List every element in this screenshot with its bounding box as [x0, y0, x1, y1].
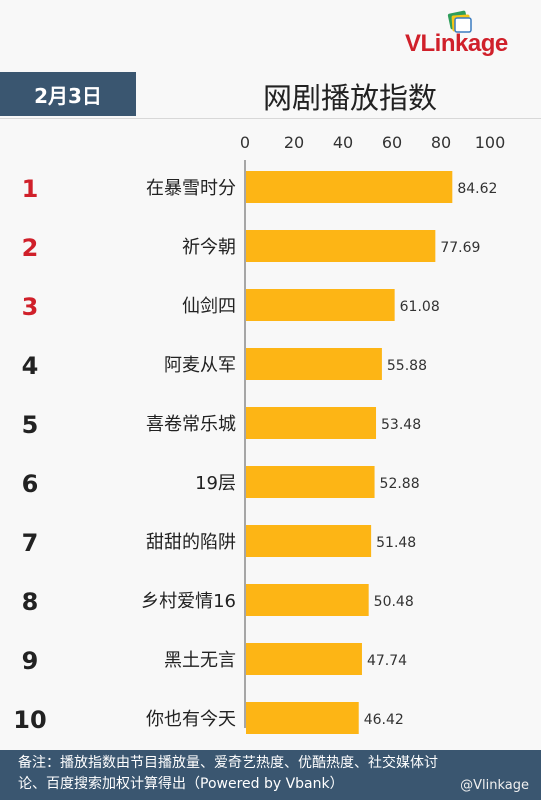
- bar: [246, 466, 375, 498]
- category-label: 19层: [195, 473, 236, 494]
- category-label: 仙剑四: [182, 296, 236, 317]
- value-label: 46.42: [364, 712, 404, 728]
- brand-logo: VLinkage: [403, 10, 533, 62]
- value-label: 52.88: [380, 476, 420, 492]
- bar: [246, 584, 369, 616]
- brand-name: VLinkage: [405, 30, 508, 57]
- bar: [246, 643, 362, 675]
- category-label: 阿麦从军: [164, 355, 236, 376]
- category-label: 祈今朝: [182, 237, 236, 258]
- category-label: 在暴雪时分: [146, 178, 236, 199]
- value-label: 47.74: [367, 653, 407, 669]
- x-tick-label: 100: [475, 133, 506, 152]
- x-tick-label: 0: [240, 133, 250, 152]
- rank-number: 4: [22, 352, 39, 380]
- bar: [246, 289, 395, 321]
- value-label: 61.08: [400, 299, 440, 315]
- value-label: 55.88: [387, 358, 427, 374]
- x-tick-label: 20: [284, 133, 304, 152]
- category-label: 甜甜的陷阱: [146, 532, 236, 553]
- footer-note-line-1: 备注：播放指数由节目播放量、爱奇艺热度、优酷热度、社交媒体讨: [18, 755, 438, 771]
- value-label: 50.48: [374, 594, 414, 610]
- category-label: 喜卷常乐城: [146, 414, 236, 435]
- value-label: 53.48: [381, 417, 421, 433]
- rank-number: 8: [22, 588, 39, 616]
- header-divider: [0, 118, 541, 119]
- rank-number: 7: [22, 529, 39, 557]
- bar: [246, 525, 372, 557]
- rank-number: 5: [22, 411, 39, 439]
- x-tick-label: 40: [333, 133, 353, 152]
- x-tick-label: 80: [431, 133, 451, 152]
- category-label: 乡村爱情16: [141, 591, 236, 612]
- date-badge: 2月3日: [0, 72, 136, 116]
- value-label: 77.69: [440, 240, 480, 256]
- cards-icon: [447, 10, 472, 33]
- bar: [246, 407, 377, 439]
- footer-note-line-2: 论、百度搜索加权计算得出（Powered by Vbank）: [18, 776, 344, 792]
- footer-credit: @Vlinkage: [460, 778, 529, 793]
- bar-chart: 0 20 40 60 80 100 1 在暴雪时分 84.62 2 祈今朝 77.69 3 仙剑四 61.0…: [13, 133, 506, 734]
- category-label: 黑土无言: [164, 650, 236, 671]
- bar: [246, 171, 453, 203]
- footer-note: 备注：播放指数由节目播放量、爱奇艺热度、优酷热度、社交媒体讨 论、百度搜索加权计…: [0, 750, 541, 800]
- value-label: 84.62: [457, 181, 497, 197]
- value-label: 51.48: [376, 535, 416, 551]
- bar: [246, 230, 436, 262]
- rank-number: 10: [13, 706, 46, 734]
- bar: [246, 702, 359, 734]
- x-tick-label: 60: [382, 133, 402, 152]
- chart-title: 网剧播放指数: [262, 81, 437, 115]
- rank-number: 3: [22, 293, 39, 321]
- rank-number: 2: [22, 234, 39, 262]
- rank-number: 1: [22, 175, 39, 203]
- rank-number: 6: [22, 470, 39, 498]
- rank-number: 9: [22, 647, 39, 675]
- category-label: 你也有今天: [146, 709, 236, 730]
- bar: [246, 348, 382, 380]
